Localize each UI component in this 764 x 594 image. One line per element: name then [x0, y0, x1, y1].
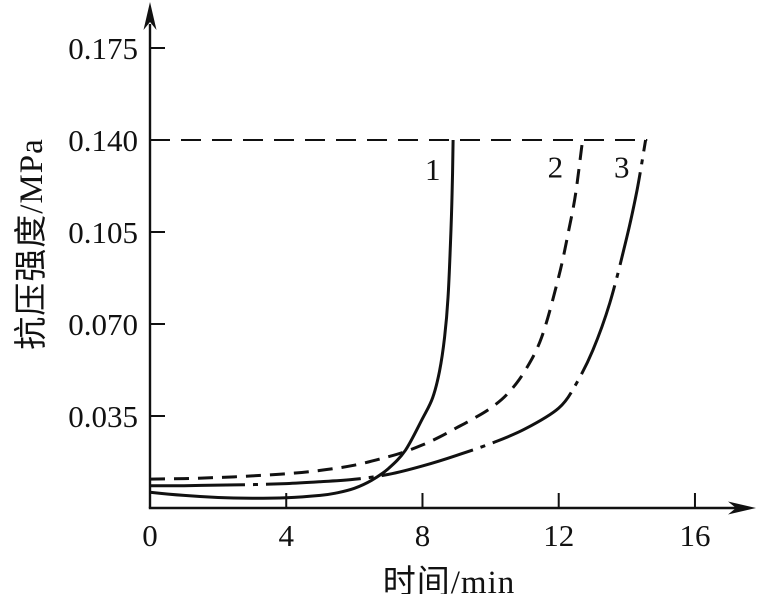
y-axis-arrow-icon [143, 2, 157, 30]
y-tick-label: 0.105 [68, 215, 138, 250]
y-tick-label: 0.070 [68, 307, 138, 342]
curve-label-1: 1 [425, 152, 441, 187]
x-tick-label: 16 [679, 518, 710, 553]
curve-1 [149, 139, 455, 500]
x-axis-arrow-icon [728, 501, 756, 515]
x-axis-title: 时间/min [382, 565, 516, 594]
curve-2 [149, 139, 585, 481]
y-axis-title: 抗压强度/MPa [14, 138, 50, 350]
curve-label-3: 3 [614, 149, 630, 184]
x-tick-label: 0 [142, 518, 158, 553]
y-tick-label: 0.175 [68, 31, 138, 66]
x-tick-label: 12 [543, 518, 574, 553]
curve-3 [150, 139, 648, 488]
x-tick-label: 4 [278, 518, 294, 553]
curve-label-2: 2 [548, 149, 564, 184]
x-tick-label: 8 [415, 518, 431, 553]
y-tick-label: 0.035 [68, 399, 138, 434]
y-tick-label: 0.140 [68, 123, 138, 158]
